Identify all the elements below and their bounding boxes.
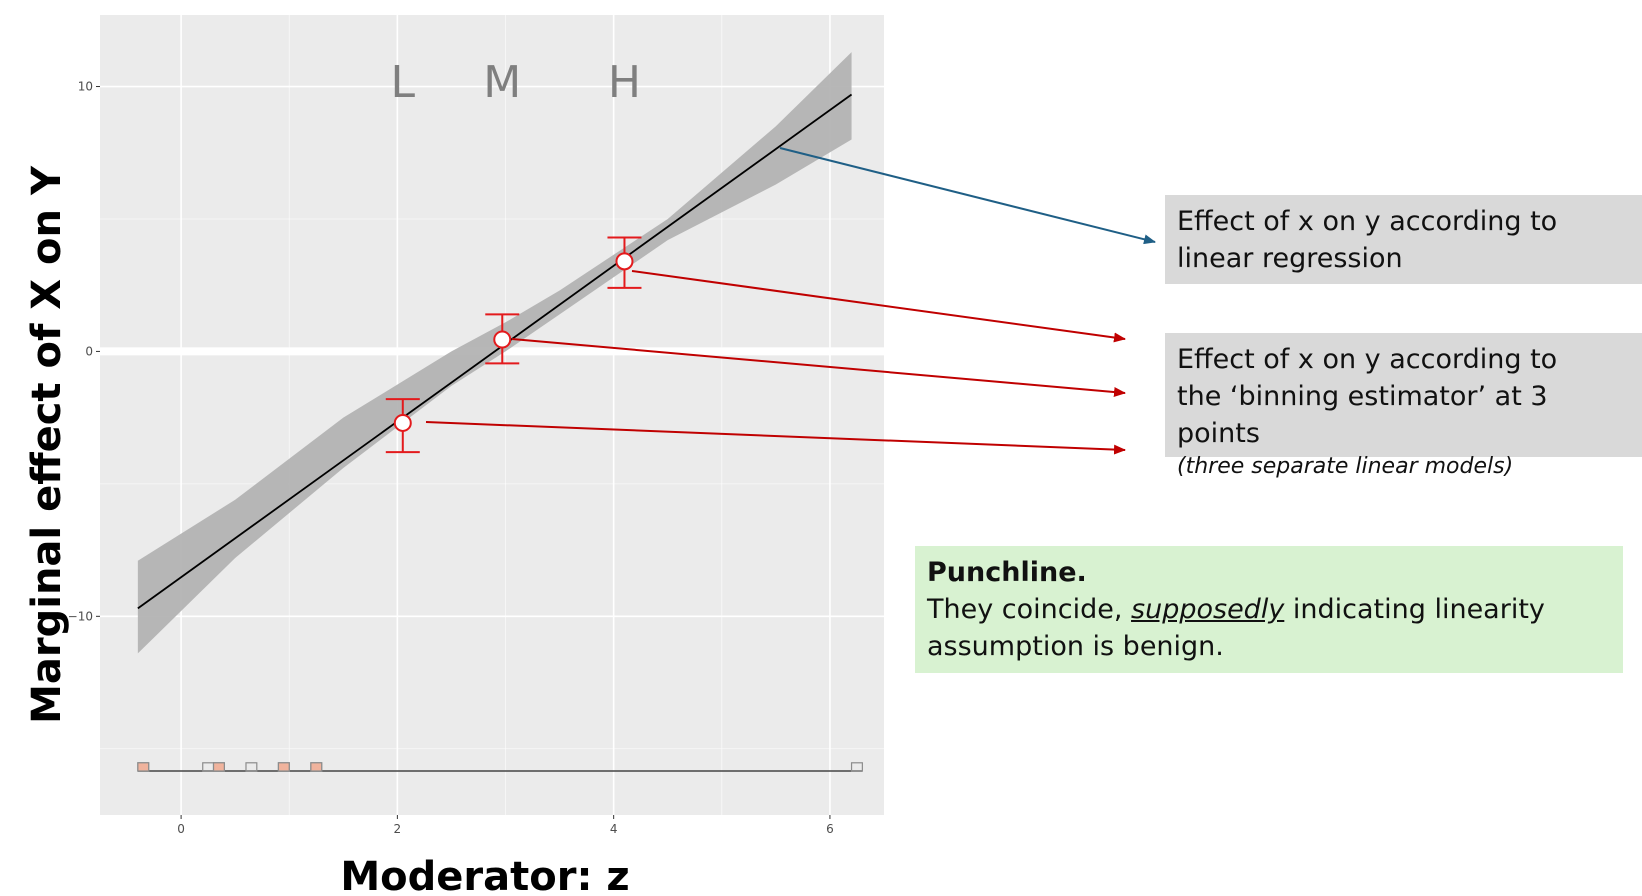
y-axis-title: Marginal effect of X on Y [24,165,70,724]
histogram-bar-treated [212,762,225,772]
histogram [137,762,863,772]
x-tick-label: 2 [394,822,402,836]
binning-callout-line2: the ‘binning estimator’ at 3 points [1177,381,1548,449]
bin-point-M [493,330,512,349]
binning-callout-sub: (three separate linear models) [1177,454,1514,479]
regression-callout: Effect of x on y according to linear reg… [1165,195,1642,284]
bin-point-H [615,252,634,271]
x-axis-title: Moderator: z [340,854,629,896]
punchline-emphasis: supposedly [1131,594,1285,625]
bin-estimates [385,236,642,454]
x-tick-label: 6 [826,822,834,836]
regression-line-layer [137,93,853,610]
histogram-bar-treated [277,762,290,772]
binning-callout-line1: Effect of x on y according to [1177,344,1558,375]
binning-callout: Effect of x on y according to the ‘binni… [1165,333,1642,479]
punchline-text-post: indicating linearity assumption is benig… [927,594,1545,662]
bin-label-mid: M [483,57,521,108]
y-tick-label: 0 [85,344,93,358]
y-tick-label: −10 [68,609,93,623]
punchline-text-pre: They coincide, [927,594,1132,625]
confidence-band [137,52,852,654]
confidence-band-layer [137,52,852,654]
bin-low-arrow [425,421,1126,455]
punchline-heading: Punchline. [927,557,1087,588]
histogram-bar-total [850,762,863,772]
y-tick-label: 10 [78,80,93,94]
bin-label-high: H [608,57,641,108]
bin-mid-arrow [511,338,1126,398]
annotation-arrows [425,147,1156,455]
histogram-bar-treated [310,762,323,772]
regression-arrow [779,147,1156,245]
regression-line [137,93,853,610]
axis-ticks: 0 2 4 6 −10 0 10 [68,80,834,836]
bin-high-arrow [631,270,1126,343]
regression-callout-text: Effect of x on y according to linear reg… [1177,206,1558,274]
x-tick-label: 4 [610,822,618,836]
x-tick-label: 0 [177,822,185,836]
bin-label-low: L [391,57,416,108]
bin-labels: L M H [391,57,641,108]
bin-point-L [393,413,412,432]
histogram-bar-treated [137,762,150,772]
punchline-callout: Punchline. They coincide, supposedly ind… [915,546,1623,673]
histogram-bar-total [245,762,258,772]
